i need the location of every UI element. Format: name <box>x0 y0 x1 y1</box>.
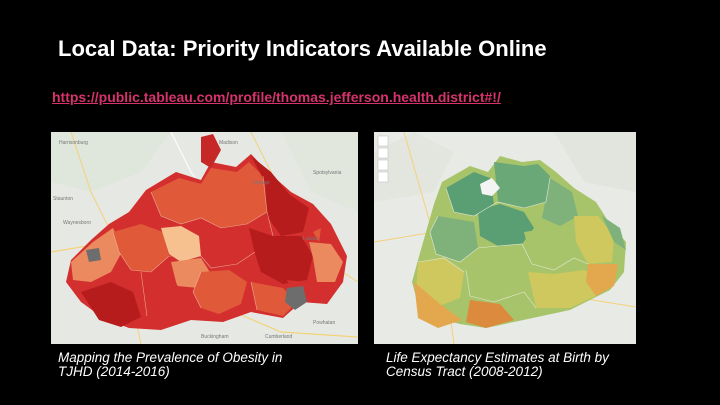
obesity-map-graphic: Harrisonburg Madison Orange Spotsylvania… <box>51 132 358 344</box>
obesity-map-caption: Mapping the Prevalence of Obesity in TJH… <box>58 351 338 379</box>
life-expectancy-map-caption: Life Expectancy Estimates at Birth by Ce… <box>386 351 676 379</box>
zoom-out-icon <box>377 147 389 159</box>
caption-line: Life Expectancy Estimates at Birth by <box>386 350 609 365</box>
zoom-in-icon <box>377 135 389 147</box>
tableau-profile-link[interactable]: https://public.tableau.com/profile/thoma… <box>52 89 501 105</box>
caption-line: Census Tract (2008-2012) <box>386 364 543 379</box>
map-place-label: Staunton <box>53 196 73 202</box>
life-expectancy-map-image <box>374 132 636 344</box>
map-place-label: Cumberland <box>265 334 292 340</box>
obesity-map-image: Harrisonburg Madison Orange Spotsylvania… <box>51 132 358 344</box>
map-place-label: Louisa <box>303 236 318 242</box>
map-place-label: Buckingham <box>201 334 229 340</box>
map-place-label: Waynesboro <box>63 220 91 226</box>
search-icon <box>377 171 389 183</box>
map-place-label: Spotsylvania <box>313 170 342 176</box>
slide-title: Local Data: Priority Indicators Availabl… <box>58 36 547 61</box>
map-place-label: Harrisonburg <box>59 140 88 146</box>
life-expectancy-map-graphic <box>374 132 636 344</box>
home-icon <box>377 159 389 171</box>
map-place-label: Orange <box>253 180 270 186</box>
caption-line: Mapping the Prevalence of Obesity in <box>58 350 283 365</box>
map-place-label: Madison <box>219 140 238 146</box>
map-place-label: Powhatan <box>313 320 335 326</box>
caption-line: TJHD (2014-2016) <box>58 364 170 379</box>
